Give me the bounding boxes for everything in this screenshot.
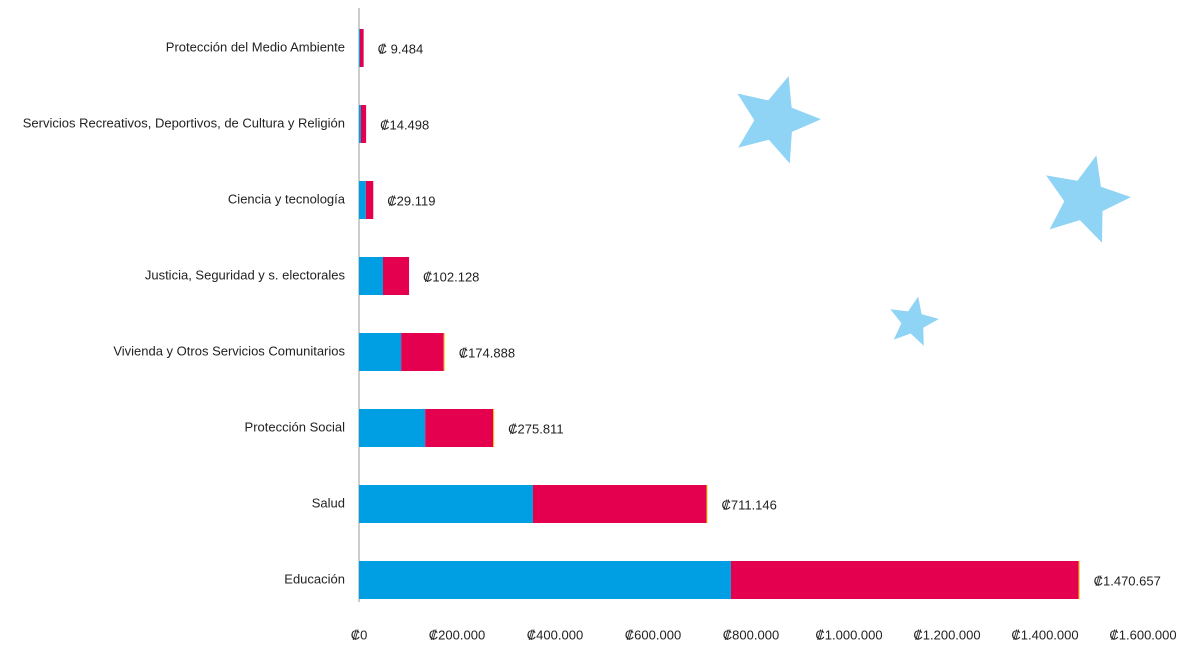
bar-segment: [532, 485, 707, 523]
bar-segment: [359, 257, 384, 295]
total-label: ₡102.128: [423, 269, 479, 284]
total-label: ₡29.119: [387, 193, 435, 208]
x-tick-label: ₡1.600.000: [1109, 627, 1176, 642]
x-tick-label: ₡1.200.000: [913, 627, 980, 642]
x-tick-label: ₡1.400.000: [1011, 627, 1078, 642]
total-label: ₡174.888: [459, 345, 515, 360]
total-label: ₡711.146: [721, 497, 776, 512]
bar-segment: [359, 181, 366, 219]
x-tick-label: ₡200.000: [429, 627, 485, 642]
x-tick-label: ₡0: [351, 627, 368, 642]
bar-segment: [359, 29, 360, 67]
category-label: Salud: [312, 495, 345, 510]
bar-segment: [359, 561, 731, 599]
category-label: Servicios Recreativos, Deportivos, de Cu…: [23, 115, 345, 130]
bar-segment: [1078, 561, 1080, 599]
bar-segment: [383, 257, 410, 295]
bar-segment: [359, 333, 402, 371]
total-label: ₡ 9.484: [378, 41, 424, 56]
star: [1046, 155, 1131, 243]
bar-segment: [365, 181, 374, 219]
bar-segment: [443, 333, 445, 371]
bar-segment: [360, 105, 367, 143]
bar-segment: [730, 561, 1079, 599]
star: [737, 76, 821, 164]
decoration: [737, 76, 1131, 346]
x-tick-label: ₡800.000: [723, 627, 779, 642]
category-label: Protección del Medio Ambiente: [166, 39, 345, 54]
category-label: Justicia, Seguridad y s. electorales: [145, 267, 346, 282]
x-tick-label: ₡600.000: [625, 627, 681, 642]
total-label: ₡14.498: [380, 117, 429, 132]
bar-segment: [359, 485, 533, 523]
total-label: ₡1.470.657: [1094, 573, 1161, 588]
bar-segment: [359, 29, 364, 67]
star: [890, 296, 939, 346]
category-label: Protección Social: [245, 419, 346, 434]
x-tick-label: ₡1.000.000: [815, 627, 882, 642]
bar-segment: [359, 409, 426, 447]
bar-segment: [425, 409, 494, 447]
x-tick-label: ₡400.000: [527, 627, 583, 642]
category-label: Educación: [284, 571, 345, 586]
bar-segment: [493, 409, 495, 447]
bar-segment: [706, 485, 708, 523]
bar-segment: [359, 105, 361, 143]
bar-segment: [401, 333, 444, 371]
category-label: Ciencia y tecnología: [228, 191, 346, 206]
total-label: ₡275.811: [508, 421, 563, 436]
category-label: Vivienda y Otros Servicios Comunitarios: [113, 343, 345, 358]
